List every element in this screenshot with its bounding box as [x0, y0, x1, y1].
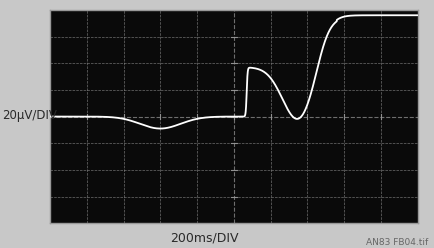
Text: 20μV/DIV: 20μV/DIV — [2, 109, 57, 122]
Text: 200ms/DIV: 200ms/DIV — [170, 231, 238, 244]
Text: AN83 FB04.tif: AN83 FB04.tif — [365, 238, 427, 247]
